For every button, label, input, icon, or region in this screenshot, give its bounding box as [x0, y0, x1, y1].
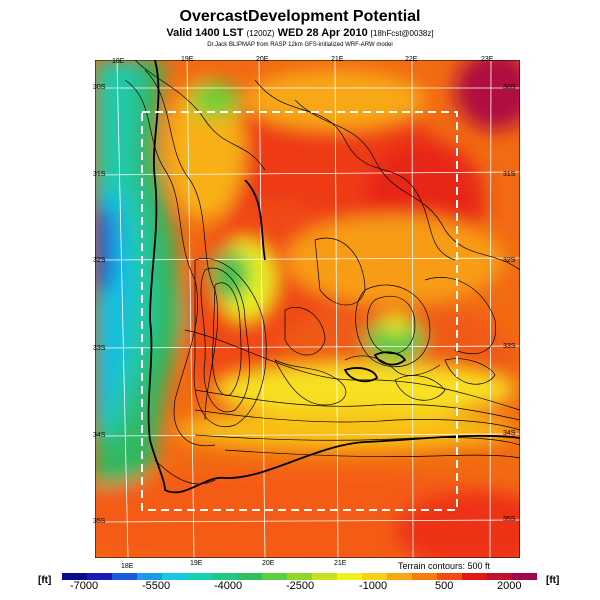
- lat-label-left: 34S: [93, 432, 106, 439]
- lat-label-right: 34S: [503, 430, 516, 437]
- colorbar-swatch: [262, 573, 288, 580]
- lat-label-left: 31S: [93, 171, 106, 178]
- colorbar-tick-label: -5500: [142, 580, 171, 592]
- lon-label-top: 22E: [405, 56, 418, 63]
- lat-label-left: 35S: [93, 518, 106, 525]
- colorbar-swatch: [387, 573, 413, 580]
- colorbar-tick-label: 2000: [497, 580, 522, 592]
- colorbar-swatch: [187, 573, 213, 580]
- lat-label-right: 32S: [503, 257, 516, 264]
- lat-label-left: 30S: [93, 84, 106, 91]
- colorbar-swatch: [512, 573, 537, 580]
- colorbar-swatch: [412, 573, 438, 580]
- lon-label-top: 20E: [256, 56, 269, 63]
- colorbar-unit-right: [ft]: [546, 575, 560, 586]
- lat-label-left: 33S: [93, 345, 106, 352]
- valid-time: Valid 1400 LST: [166, 27, 244, 39]
- lon-label-top: 18E: [112, 58, 125, 65]
- colorbar: [62, 573, 537, 580]
- lon-label-bottom: 18E: [121, 563, 134, 570]
- lon-label-top: 21E: [331, 56, 344, 63]
- colorbar-swatch: [162, 573, 188, 580]
- colorbar-swatch: [462, 573, 488, 580]
- forecast-info: [18hFcst@0038z]: [370, 29, 434, 38]
- lon-label-bottom: 21E: [334, 560, 347, 567]
- colorbar-swatch: [87, 573, 113, 580]
- colorbar-swatch: [487, 573, 513, 580]
- map-title: OvercastDevelopment Potential: [179, 8, 421, 25]
- lat-label-right: 35S: [503, 516, 516, 523]
- colorbar-swatch: [337, 573, 363, 580]
- lat-label-left: 32S: [93, 257, 106, 264]
- potential-field: [95, 60, 520, 558]
- lat-lon-grid: [95, 60, 520, 558]
- utc-time: (1200Z): [246, 29, 275, 38]
- inner-domain-box: [141, 111, 458, 511]
- lat-label-right: 31S: [503, 171, 516, 178]
- colorbar-swatch: [137, 573, 163, 580]
- colorbar-swatch: [237, 573, 263, 580]
- colorbar-swatch: [287, 573, 313, 580]
- lon-label-top: 23E: [481, 56, 494, 63]
- colorbar-swatch: [437, 573, 463, 580]
- lat-label-right: 33S: [503, 343, 516, 350]
- terrain-contours: [124, 60, 520, 485]
- lon-label-bottom: 20E: [262, 560, 275, 567]
- forecast-map: [95, 60, 520, 558]
- colorbar-tick-label: 500: [435, 580, 454, 592]
- map-subtitle: Valid 1400 LST (1200Z) WED 28 Apr 2010 […: [0, 27, 600, 39]
- colorbar-tick-label: -4000: [214, 580, 243, 592]
- colorbar-tick-label: -7000: [70, 580, 99, 592]
- colorbar-swatch: [362, 573, 388, 580]
- lon-label-top: 19E: [181, 56, 194, 63]
- colorbar-unit-left: [ft]: [38, 575, 52, 586]
- model-credit: Dr.Jack BLIPMAP from RASP 12km GFS-initi…: [207, 42, 393, 48]
- valid-date: WED 28 Apr 2010: [277, 27, 368, 39]
- lat-label-right: 30S: [503, 84, 516, 91]
- lon-label-bottom: 19E: [190, 560, 203, 567]
- colorbar-swatch: [62, 573, 88, 580]
- colorbar-swatch: [212, 573, 238, 580]
- colorbar-swatch: [112, 573, 138, 580]
- colorbar-swatch: [312, 573, 338, 580]
- colorbar-tick-label: -1000: [359, 580, 388, 592]
- terrain-note: Terrain contours: 500 ft: [398, 561, 491, 571]
- colorbar-tick-label: -2500: [286, 580, 315, 592]
- coastline: [147, 60, 520, 494]
